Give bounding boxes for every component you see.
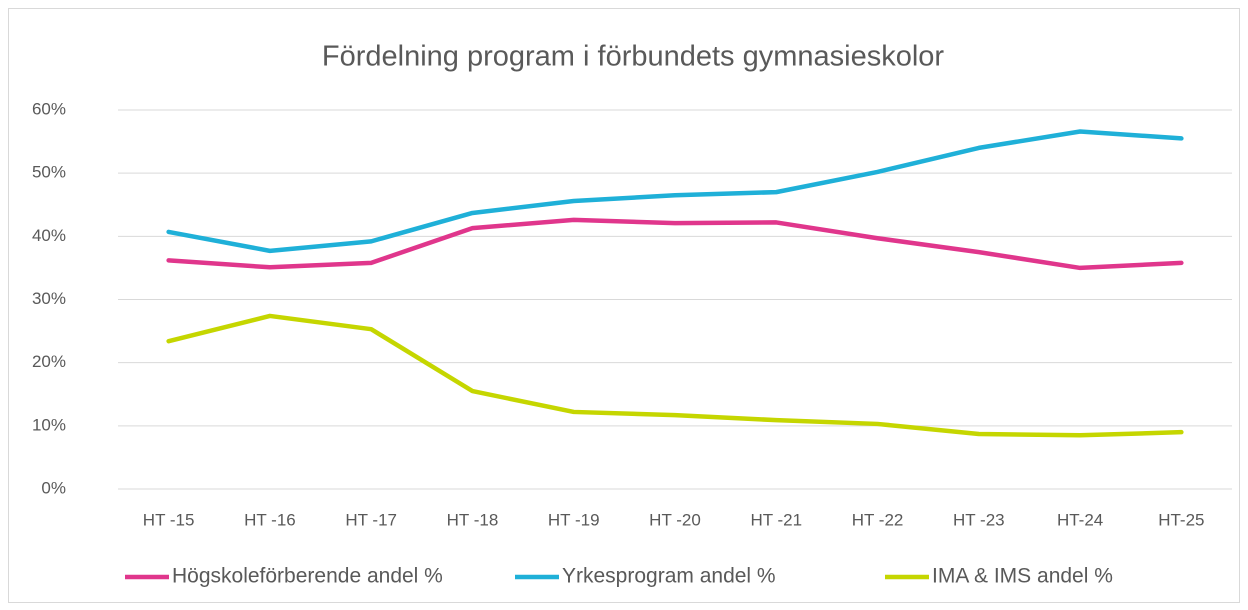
- x-tick-label: HT -16: [244, 510, 296, 529]
- series-line: [166, 129, 1184, 254]
- series-line: [166, 217, 1184, 271]
- y-tick-label: 10%: [32, 415, 66, 434]
- y-tick-label: 50%: [32, 163, 66, 182]
- y-tick-label: 0%: [41, 478, 66, 497]
- x-tick-label: HT-25: [1158, 510, 1204, 529]
- x-tick-label: HT -18: [447, 510, 499, 529]
- x-tick-label: HT -22: [852, 510, 904, 529]
- y-tick-label: 30%: [32, 289, 66, 308]
- legend-label: IMA & IMS andel %: [932, 565, 1113, 588]
- x-tick-label: HT -21: [750, 510, 802, 529]
- series-line: [166, 313, 1184, 438]
- legend-label: Yrkesprogram andel %: [562, 565, 776, 588]
- x-tick-label: HT -19: [548, 510, 600, 529]
- x-tick-label: HT-24: [1057, 510, 1103, 529]
- x-tick-label: HT -23: [953, 510, 1005, 529]
- chart-border: [8, 8, 1240, 603]
- chart-title: Fördelning program i förbundets gymnasie…: [322, 41, 945, 73]
- legend-label: Högskoleförberende andel %: [172, 565, 443, 588]
- y-tick-label: 20%: [32, 352, 66, 371]
- x-tick-label: HT -17: [345, 510, 397, 529]
- x-tick-label: HT -15: [143, 510, 195, 529]
- x-tick-label: HT -20: [649, 510, 701, 529]
- y-tick-label: 60%: [32, 99, 66, 118]
- y-tick-label: 40%: [32, 226, 66, 245]
